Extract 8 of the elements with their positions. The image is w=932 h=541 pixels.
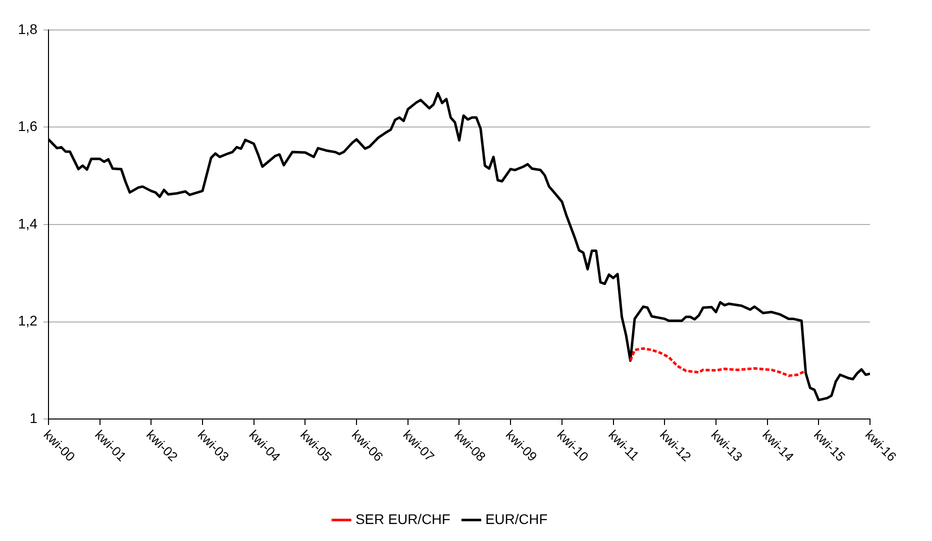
y-tick-label: 1,2 — [18, 312, 38, 329]
y-tick-label: 1,4 — [18, 215, 38, 232]
y-tick-label: 1,6 — [18, 118, 38, 134]
legend-label: SER EUR/CHF — [355, 510, 450, 527]
y-tick-label: 1 — [30, 410, 38, 426]
line-series — [629, 347, 808, 377]
y-tick-label: 1,8 — [18, 20, 38, 37]
legend-label: EUR/CHF — [485, 510, 548, 527]
